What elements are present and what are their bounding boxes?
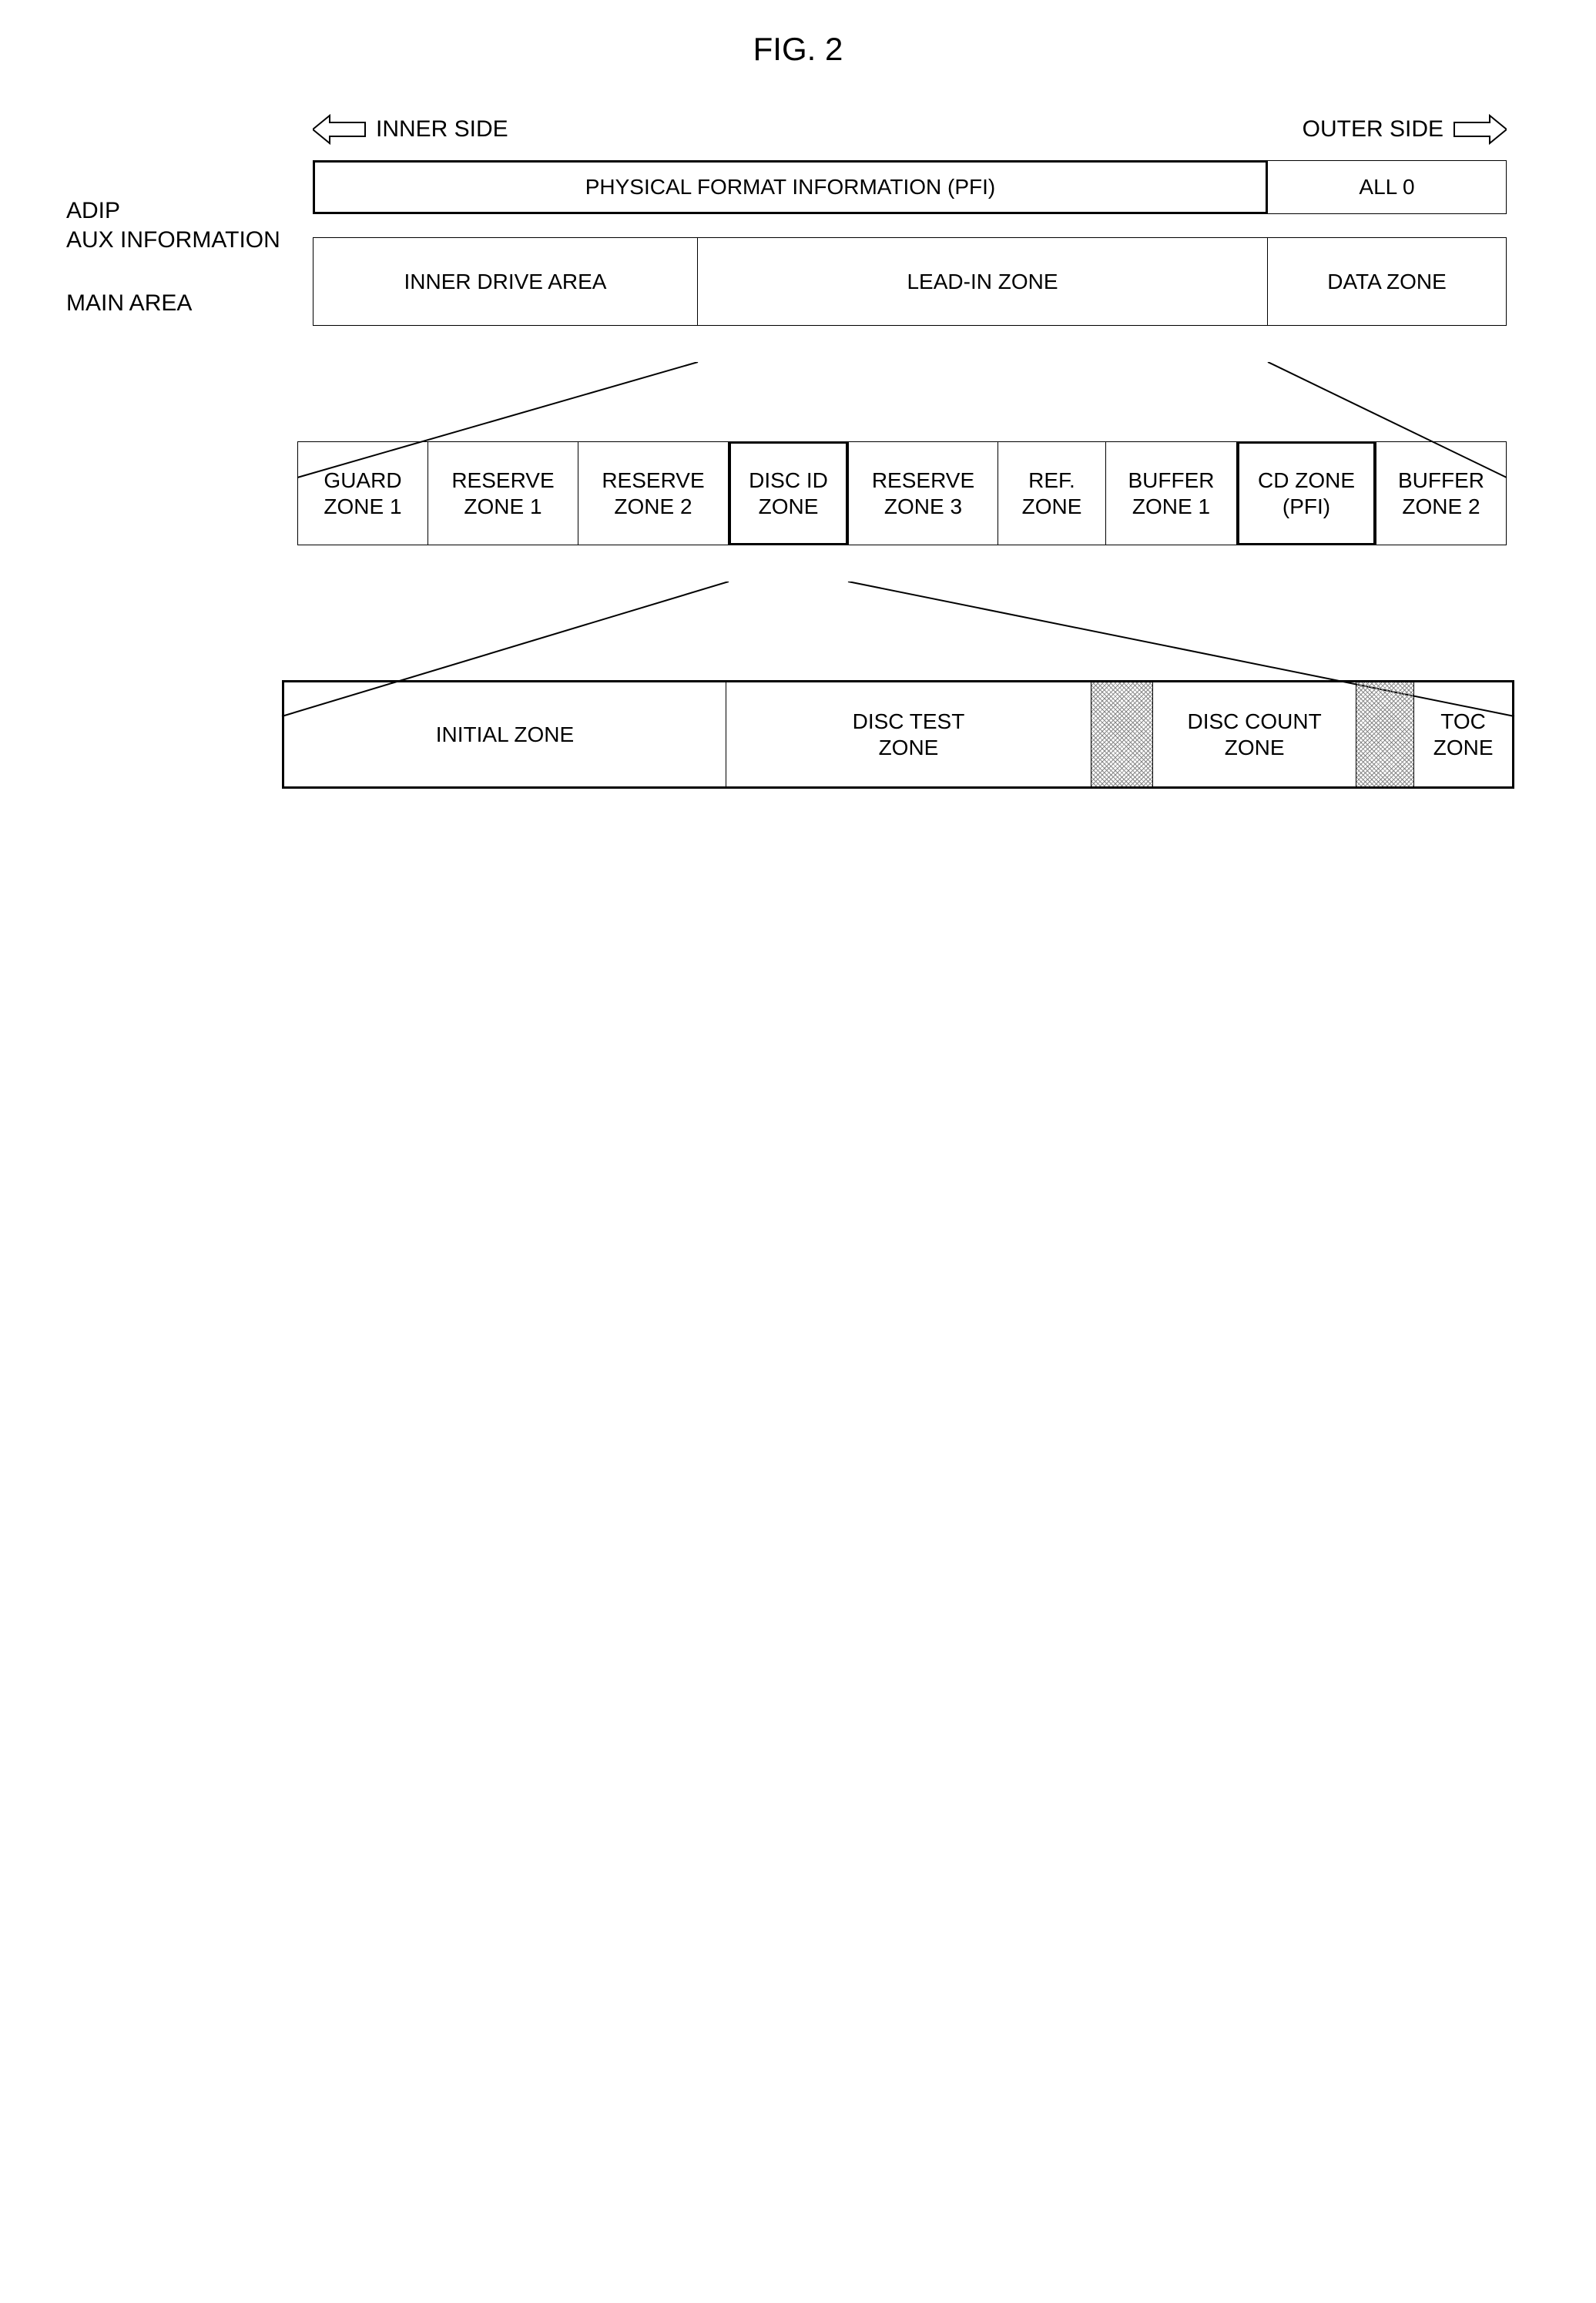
- aux-information-label: AUX INFORMATION: [66, 226, 280, 255]
- initial-zone-cell: INITIAL ZONE: [284, 682, 726, 786]
- arrow-left-icon: [313, 114, 367, 145]
- direction-arrows-row: INNER SIDE OUTER SIDE: [313, 114, 1507, 160]
- hatched-gap-2: [1356, 682, 1414, 786]
- pfi-cell: PHYSICAL FORMAT INFORMATION (PFI): [313, 160, 1268, 214]
- disc-id-zone-cell: DISC ID ZONE: [729, 441, 848, 545]
- adip-label: ADIP: [66, 196, 280, 226]
- cd-zone-pfi-cell: CD ZONE (PFI): [1237, 441, 1376, 545]
- figure-title: FIG. 2: [66, 31, 1530, 68]
- buffer-zone-1-cell: BUFFER ZONE 1: [1106, 441, 1237, 545]
- toc-zone-cell: TOC ZONE: [1414, 682, 1512, 786]
- guard-zone-1-cell: GUARD ZONE 1: [297, 441, 428, 545]
- buffer-zone-2-cell: BUFFER ZONE 2: [1376, 441, 1507, 545]
- inner-side-label: INNER SIDE: [376, 116, 508, 142]
- main-area-label: MAIN AREA: [66, 289, 192, 318]
- outer-side-group: OUTER SIDE: [1303, 114, 1507, 145]
- all0-cell: ALL 0: [1268, 160, 1507, 214]
- row-main-area: INNER DRIVE AREA LEAD-IN ZONE DATA ZONE: [313, 237, 1530, 326]
- outer-side-label: OUTER SIDE: [1303, 116, 1443, 142]
- inner-side-group: INNER SIDE: [313, 114, 508, 145]
- figure-container: FIG. 2 INNER SIDE OUTER SIDE ADIP AUX IN…: [66, 31, 1530, 789]
- adip-aux-label: ADIP AUX INFORMATION: [66, 196, 280, 254]
- inner-drive-area-cell: INNER DRIVE AREA: [313, 237, 698, 326]
- row-leadin-detail: GUARD ZONE 1 RESERVE ZONE 1 RESERVE ZONE…: [297, 441, 1530, 545]
- row-adip: PHYSICAL FORMAT INFORMATION (PFI) ALL 0: [313, 160, 1530, 214]
- hatched-gap-1: [1091, 682, 1153, 786]
- lead-in-zone-cell: LEAD-IN ZONE: [698, 237, 1268, 326]
- arrow-right-icon: [1453, 114, 1507, 145]
- reserve-zone-2-cell: RESERVE ZONE 2: [578, 441, 729, 545]
- disc-test-zone-cell: DISC TEST ZONE: [726, 682, 1091, 786]
- ref-zone-cell: REF. ZONE: [998, 441, 1106, 545]
- row-discid-detail: INITIAL ZONE DISC TEST ZONE DISC COUNT Z…: [282, 680, 1514, 789]
- disc-count-zone-cell: DISC COUNT ZONE: [1153, 682, 1357, 786]
- reserve-zone-1-cell: RESERVE ZONE 1: [428, 441, 578, 545]
- reserve-zone-3-cell: RESERVE ZONE 3: [848, 441, 998, 545]
- data-zone-cell: DATA ZONE: [1268, 237, 1507, 326]
